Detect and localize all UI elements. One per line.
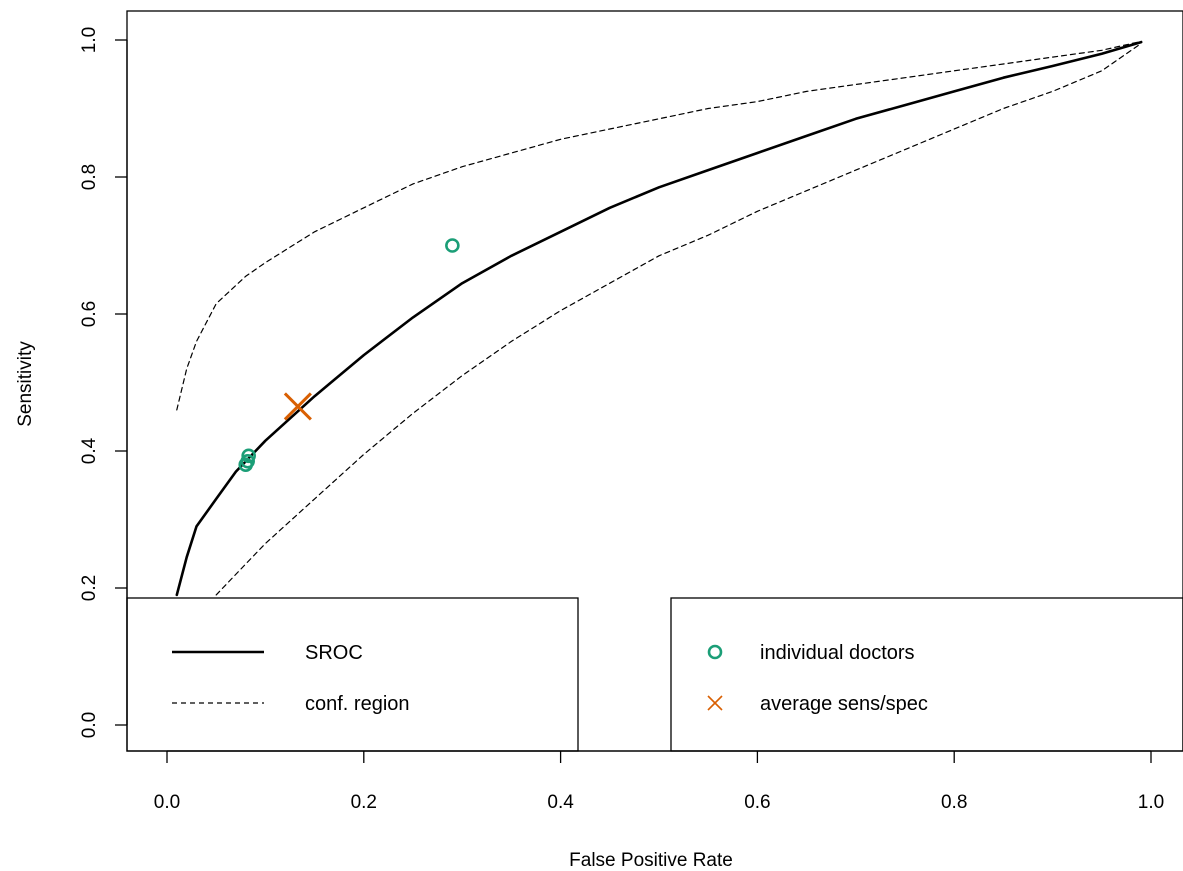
y-tick-label: 0.6 xyxy=(79,301,100,327)
y-tick-label: 0.2 xyxy=(79,575,100,601)
x-tick-label: 1.0 xyxy=(1138,792,1164,813)
legend-label: average sens/spec xyxy=(760,693,928,715)
legend-label: SROC xyxy=(305,642,363,664)
y-tick-label: 1.0 xyxy=(79,27,100,53)
legend-circle-icon xyxy=(707,644,723,660)
x-tick-label: 0.4 xyxy=(547,792,574,813)
curves-layer xyxy=(175,40,1143,597)
legend-label: individual doctors xyxy=(760,642,915,664)
doctor-point xyxy=(240,453,255,469)
x-axis-title: False Positive Rate xyxy=(569,850,733,871)
conf-region-curve-1 xyxy=(176,40,1142,411)
x-tick-label: 0.6 xyxy=(744,792,770,813)
x-tick-label: 0.0 xyxy=(154,792,180,813)
cross-stroke xyxy=(283,392,312,421)
points-layer xyxy=(238,238,460,473)
y-axis-title: Sensitivity xyxy=(15,341,36,427)
y-tick-label: 0.4 xyxy=(79,437,100,464)
legend-cross-icon xyxy=(707,695,723,711)
cross-stroke xyxy=(707,695,723,711)
y-tick-label: 0.0 xyxy=(79,712,100,738)
y-axis: 0.0 0.2 0.4 0.6 0.8 1.0 xyxy=(79,27,128,738)
conf-region-curve-2 xyxy=(215,42,1142,596)
legend-box xyxy=(670,597,1183,752)
legend-bottom-right: individual doctors average sens/spec xyxy=(670,597,1183,752)
doctor-point xyxy=(445,238,460,253)
legend-label: conf. region xyxy=(305,693,410,715)
x-axis: 0.0 0.2 0.4 0.6 0.8 1.0 xyxy=(154,750,1164,813)
legends-layer: SROC conf. region individual doctors averag… xyxy=(126,597,1183,752)
legend-bottom-left: SROC conf. region xyxy=(126,597,579,752)
sroc-curve-0 xyxy=(175,40,1143,597)
x-tick-label: 0.8 xyxy=(941,792,967,813)
doctor-point xyxy=(241,448,256,464)
x-tick-label: 0.2 xyxy=(351,792,377,813)
average-point xyxy=(283,392,312,421)
y-tick-label: 0.8 xyxy=(79,164,100,190)
legend-box xyxy=(126,597,579,752)
